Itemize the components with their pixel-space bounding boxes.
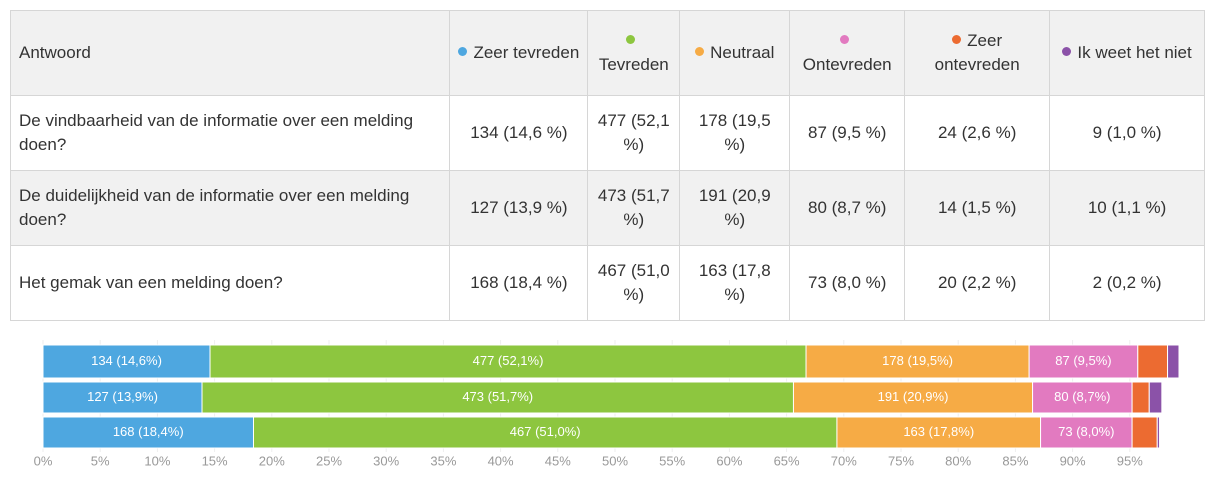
legend-dot bbox=[839, 35, 849, 44]
chart: 0% 5% 10% 15% 20% 25% 30% 35% 40% 45% 50% 55% 60% 65%… bbox=[34, 340, 1180, 468]
header-cell: Tevreden bbox=[587, 10, 681, 96]
x-tick-label: 35% bbox=[430, 453, 456, 468]
value-cell: 473 (51,7 %) bbox=[587, 170, 681, 246]
header-cell: Ik weet het niet bbox=[1049, 10, 1205, 96]
header-cell: Neutraal bbox=[679, 10, 791, 96]
x-tick-label: 5% bbox=[91, 453, 110, 468]
bar-segment bbox=[1040, 416, 1133, 449]
value-cell: 9 (1,0 %) bbox=[1049, 95, 1205, 171]
header-cell: Antwoord bbox=[9, 10, 451, 96]
results-table: Antwoord Zeer tevreden Tevreden Neutraal Ont… bbox=[9, 10, 1205, 321]
legend-dot bbox=[695, 47, 705, 56]
table-row: De vindbaarheid van de informatie over e… bbox=[9, 95, 1205, 171]
data-label: 163 (17,8%) bbox=[903, 424, 974, 439]
legend-dot bbox=[626, 35, 636, 44]
value-cell: 73 (8,0 %) bbox=[789, 245, 906, 321]
legend-label: Zeer ontevreden bbox=[934, 31, 1020, 74]
legend-label: Zeer tevreden bbox=[473, 43, 580, 62]
x-tick-label: 85% bbox=[1002, 453, 1028, 468]
data-label: 191 (20,9%) bbox=[878, 389, 949, 404]
value-cell: 14 (1,5 %) bbox=[904, 170, 1051, 246]
legend-label: Neutraal bbox=[710, 43, 775, 62]
value-cell: 87 (9,5 %) bbox=[789, 95, 906, 171]
header-cell: Zeer ontevreden bbox=[904, 10, 1051, 96]
data-label: 467 (51,0%) bbox=[510, 424, 581, 439]
bar-segment bbox=[42, 344, 211, 379]
bar-segment bbox=[805, 344, 1030, 379]
x-tick-label: 0% bbox=[34, 453, 53, 468]
x-tick-label: 75% bbox=[888, 453, 914, 468]
data-label: 73 (8,0%) bbox=[1058, 424, 1114, 439]
data-label: 168 (18,4%) bbox=[113, 424, 184, 439]
x-tick-label: 15% bbox=[202, 453, 228, 468]
bar-segment bbox=[201, 381, 794, 414]
data-label: 87 (9,5%) bbox=[1055, 353, 1111, 368]
question-cell: Het gemak van een melding doen? bbox=[9, 245, 451, 321]
x-tick-label: 45% bbox=[545, 453, 571, 468]
table-row: De duidelijkheid van de informatie over … bbox=[9, 170, 1205, 246]
data-label: 473 (51,7%) bbox=[462, 389, 533, 404]
x-tick-label: 10% bbox=[144, 453, 170, 468]
value-cell: 80 (8,7 %) bbox=[789, 170, 906, 246]
bar-segment bbox=[42, 416, 254, 449]
bar-segment bbox=[1167, 344, 1180, 379]
value-cell: 168 (18,4 %) bbox=[449, 245, 589, 321]
header-row: Antwoord Zeer tevreden Tevreden Neutraal Ont… bbox=[9, 10, 1205, 96]
x-tick-label: 95% bbox=[1117, 453, 1143, 468]
x-tick-label: 60% bbox=[716, 453, 742, 468]
value-cell: 477 (52,1 %) bbox=[587, 95, 681, 171]
data-label: 178 (19,5%) bbox=[882, 353, 953, 368]
table-row: Het gemak van een melding doen? 168 (18,4… bbox=[9, 245, 1205, 321]
x-tick-label: 30% bbox=[373, 453, 399, 468]
x-tick-label: 80% bbox=[945, 453, 971, 468]
value-cell: 127 (13,9 %) bbox=[449, 170, 589, 246]
value-cell: 178 (19,5 %) bbox=[679, 95, 791, 171]
x-tick-label: 50% bbox=[602, 453, 628, 468]
value-cell: 163 (17,8 %) bbox=[679, 245, 791, 321]
legend-dot bbox=[1062, 47, 1072, 56]
x-tick-label: 90% bbox=[1060, 453, 1086, 468]
table-body: De vindbaarheid van de informatie over e… bbox=[9, 95, 1205, 321]
header-cell: Zeer tevreden bbox=[449, 10, 589, 96]
bar-segment bbox=[836, 416, 1042, 449]
value-cell: 467 (51,0 %) bbox=[587, 245, 681, 321]
bar-segment bbox=[1137, 344, 1169, 379]
legend-dot bbox=[458, 47, 468, 56]
value-cell: 134 (14,6 %) bbox=[449, 95, 589, 171]
data-label: 80 (8,7%) bbox=[1054, 389, 1110, 404]
x-tick-label: 65% bbox=[774, 453, 800, 468]
bar-segment bbox=[252, 416, 838, 449]
legend-label: Ontevreden bbox=[802, 55, 892, 74]
x-tick-label: 70% bbox=[831, 453, 857, 468]
bar-segment bbox=[1148, 381, 1163, 414]
legend-label: Ik weet het niet bbox=[1077, 43, 1192, 62]
x-tick-label: 40% bbox=[488, 453, 514, 468]
question-cell: De vindbaarheid van de informatie over e… bbox=[9, 95, 451, 171]
header-cell: Ontevreden bbox=[789, 10, 906, 96]
bar-segment bbox=[1131, 416, 1158, 449]
value-cell: 10 (1,1 %) bbox=[1049, 170, 1205, 246]
value-cell: 191 (20,9 %) bbox=[679, 170, 791, 246]
bar-segment bbox=[209, 344, 807, 379]
data-label: 134 (14,6%) bbox=[91, 353, 162, 368]
value-cell: 24 (2,6 %) bbox=[904, 95, 1051, 171]
x-tick-label: 55% bbox=[659, 453, 685, 468]
value-cell: 2 (0,2 %) bbox=[1049, 245, 1205, 321]
bar-segment bbox=[1156, 416, 1161, 449]
data-label: 477 (52,1%) bbox=[473, 353, 544, 368]
data-label: 127 (13,9%) bbox=[87, 389, 158, 404]
x-tick-label: 25% bbox=[316, 453, 342, 468]
x-tick-label: 20% bbox=[259, 453, 285, 468]
legend-dot bbox=[952, 35, 962, 44]
question-cell: De duidelijkheid van de informatie over … bbox=[9, 170, 451, 246]
bar-segment bbox=[1131, 381, 1150, 414]
value-cell: 20 (2,2 %) bbox=[904, 245, 1051, 321]
legend-label: Tevreden bbox=[598, 55, 669, 74]
bar-segment bbox=[1032, 381, 1133, 414]
